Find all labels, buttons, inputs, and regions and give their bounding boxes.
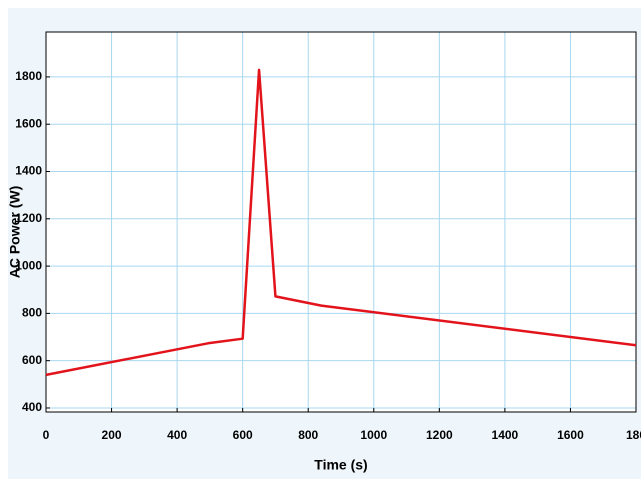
y-tick-label: 400 (22, 400, 42, 414)
y-tick-label: 600 (22, 353, 42, 367)
y-axis-label: AC Power (W) (7, 186, 23, 279)
x-tick-label: 800 (298, 428, 318, 442)
x-tick-label: 180 (626, 428, 641, 442)
x-axis-label: Time (s) (314, 457, 367, 473)
x-tick-label: 1200 (426, 428, 453, 442)
x-tick-label: 1400 (492, 428, 519, 442)
x-tick-label: 400 (167, 428, 187, 442)
line-series (45, 68, 637, 377)
axes-box (45, 31, 637, 413)
y-tick-label: 1200 (15, 211, 42, 225)
plot-area (46, 32, 636, 412)
x-tick-label: 200 (102, 428, 122, 442)
x-tick-label: 600 (233, 428, 253, 442)
y-tick-label: 1400 (15, 164, 42, 178)
x-tick-label: 0 (43, 428, 50, 442)
y-tick-label: 800 (22, 306, 42, 320)
x-tick-label: 1600 (557, 428, 584, 442)
y-tick-label: 1000 (15, 258, 42, 272)
y-tick-label: 1600 (15, 116, 42, 130)
x-tick-label: 1000 (360, 428, 387, 442)
y-tick-label: 1800 (15, 69, 42, 83)
